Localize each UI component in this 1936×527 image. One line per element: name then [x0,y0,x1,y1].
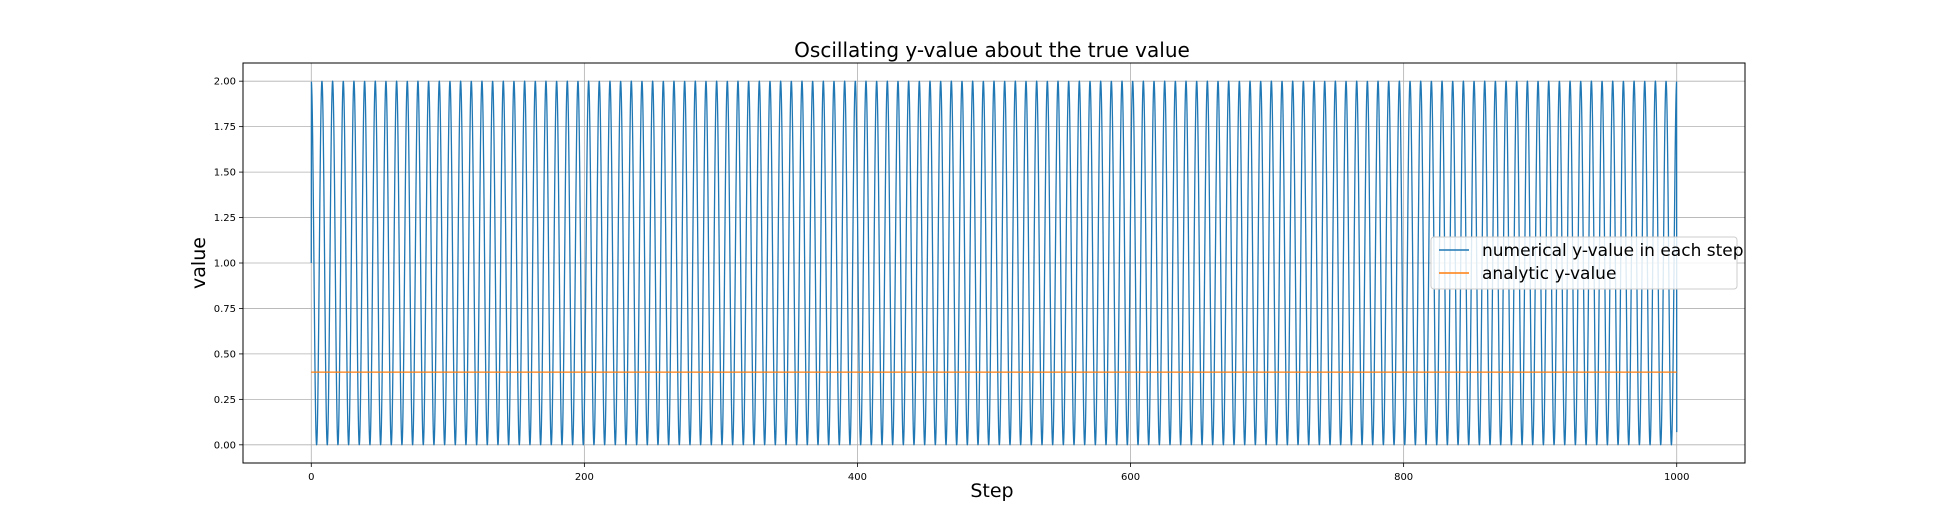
y-axis-label: value [188,237,210,289]
y-tick-label: 0.25 [214,395,236,406]
y-tick-label: 0.50 [214,349,236,360]
legend-label-analytic: analytic y-value [1482,264,1616,284]
x-tick-label: 1000 [1664,472,1689,483]
series-line-0 [310,80,1678,446]
legend-box [1430,236,1738,290]
y-tick-label: 1.75 [214,122,236,133]
x-ticks: 0 200 400 600 800 1000 [308,463,1689,483]
y-tick-label: 1.50 [214,168,236,179]
y-tick-label: 2.00 [214,77,236,88]
x-tick-label: 0 [308,472,314,483]
y-ticks: 0.00 0.25 0.50 0.75 1.00 1.25 1.50 1.75 2.00 [214,77,243,451]
legend-label-numerical: numerical y-value in each step [1482,241,1744,261]
y-tick-label: 1.00 [214,259,236,270]
x-tick-label: 800 [1394,472,1413,483]
x-tick-label: 200 [575,472,594,483]
chart-title: Oscillating y-value about the true value [794,38,1190,62]
x-tick-label: 400 [848,472,867,483]
x-tick-label: 600 [1121,472,1140,483]
legend: numerical y-value in each step analytic … [1430,236,1744,290]
y-tick-label: 0.00 [214,440,236,451]
series-layer [310,80,1678,446]
y-tick-label: 1.25 [214,213,236,224]
y-tick-label: 0.75 [214,304,236,315]
x-axis-label: Step [970,480,1013,502]
